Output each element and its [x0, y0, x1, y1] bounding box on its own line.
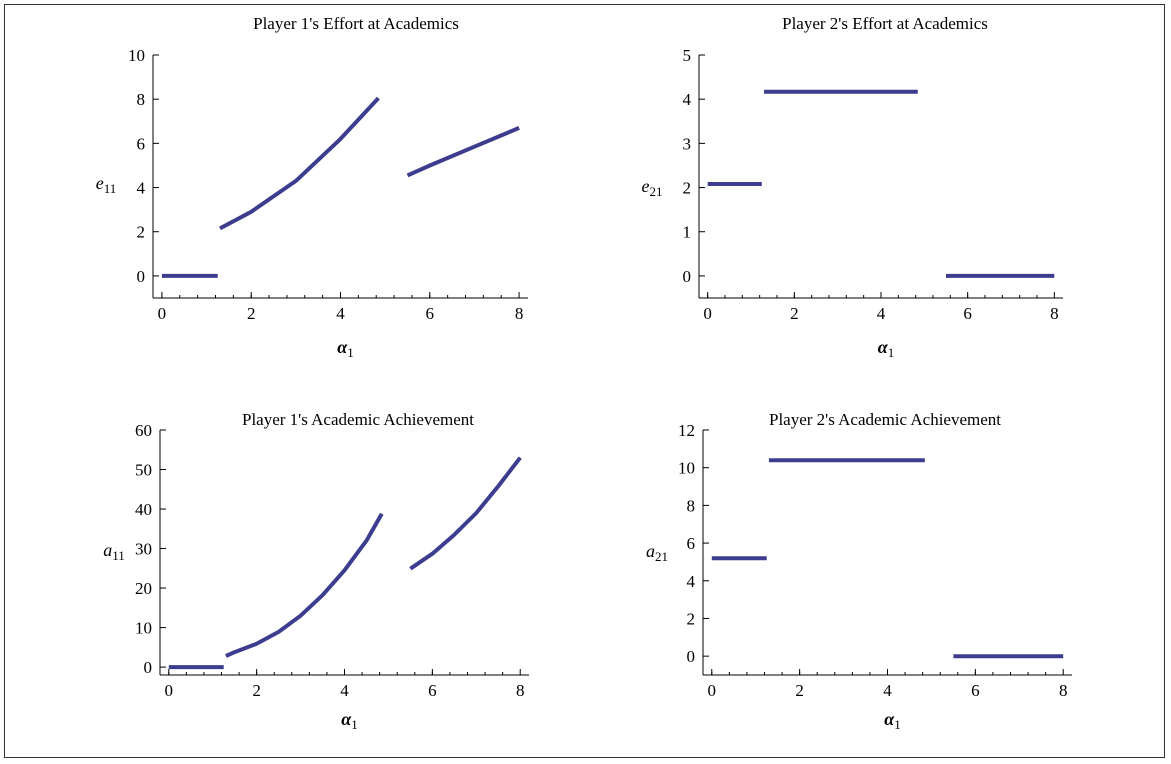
y-tick-label: 3: [683, 134, 692, 153]
series-segment-2: [225, 512, 384, 658]
series-segment-3: [406, 126, 520, 178]
y-tick-label: 60: [135, 421, 152, 440]
x-tick-label: 2: [247, 304, 256, 323]
y-tick-label: 12: [678, 421, 695, 440]
chart-panel-1: Player 1's Effort at Academics 0 2 4 6 8 0 2 4 6 8…: [96, 14, 528, 360]
x-axis-label: α1: [341, 709, 357, 732]
x-tick-label: 0: [158, 304, 167, 323]
x-tick-label: 2: [795, 681, 804, 700]
y-tick-label: 0: [137, 267, 146, 286]
x-tick-label: 6: [426, 304, 435, 323]
x-tick-label: 2: [252, 681, 261, 700]
x-tick-label: 0: [165, 681, 174, 700]
y-tick-label: 0: [144, 658, 153, 677]
x-axis-label: α1: [337, 337, 353, 360]
x-tick-label: 6: [971, 681, 980, 700]
y-tick-label: 6: [687, 534, 696, 553]
x-tick-label: 6: [428, 681, 437, 700]
series-segment-2: [219, 96, 380, 231]
y-tick-label: 50: [135, 461, 152, 480]
x-tick-label: 8: [1059, 681, 1068, 700]
chart-title: Player 1's Academic Achievement: [242, 410, 474, 429]
x-tick-label: 8: [515, 304, 524, 323]
y-tick-label: 2: [683, 179, 692, 198]
y-axis-label: a21: [646, 541, 668, 564]
y-tick-label: 1: [683, 223, 692, 242]
y-axis-label: a11: [103, 540, 125, 563]
chart-panel-4: Player 2's Academic Achievement 0 2 4 6 8 0 2 4 6…: [646, 410, 1072, 732]
y-tick-label: 5: [683, 46, 692, 65]
x-tick-label: 6: [963, 304, 972, 323]
chart-panel-2: Player 2's Effort at Academics 0 2 4 6 8 0 1 2 3 4…: [642, 14, 1063, 360]
figure-frame: [4, 4, 1165, 758]
x-tick-label: 4: [340, 681, 349, 700]
y-axis-label: e11: [96, 173, 117, 196]
x-axis-label: α1: [884, 709, 900, 732]
x-tick-label: 0: [708, 681, 717, 700]
y-tick-label: 4: [683, 90, 692, 109]
y-tick-label: 10: [135, 619, 152, 638]
y-tick-label: 4: [687, 572, 696, 591]
y-tick-label: 20: [135, 579, 152, 598]
y-tick-label: 4: [137, 179, 146, 198]
x-tick-label: 0: [703, 304, 712, 323]
x-tick-label: 4: [877, 304, 886, 323]
chart-panel-3: Player 1's Academic Achievement 0 2 4 6 8 0 10 2…: [103, 410, 529, 732]
y-tick-label: 10: [678, 459, 695, 478]
y-tick-label: 8: [687, 496, 696, 515]
y-axis-label: e21: [642, 176, 663, 199]
y-tick-label: 0: [683, 267, 692, 286]
x-tick-label: 8: [1050, 304, 1059, 323]
y-tick-label: 0: [687, 647, 696, 666]
chart-title: Player 1's Effort at Academics: [253, 14, 459, 33]
chart-title: Player 2's Academic Achievement: [769, 410, 1001, 429]
series-segment-3: [409, 456, 522, 571]
y-tick-label: 30: [135, 540, 152, 559]
y-tick-label: 2: [137, 223, 146, 242]
x-axis-label: α1: [878, 337, 894, 360]
x-tick-label: 8: [516, 681, 525, 700]
y-tick-label: 2: [687, 609, 696, 628]
y-tick-label: 6: [137, 134, 146, 153]
chart-title: Player 2's Effort at Academics: [782, 14, 988, 33]
x-tick-label: 4: [336, 304, 345, 323]
x-tick-label: 2: [790, 304, 799, 323]
x-tick-label: 4: [883, 681, 892, 700]
y-tick-label: 8: [137, 90, 146, 109]
y-tick-label: 40: [135, 500, 152, 519]
y-tick-label: 10: [128, 46, 145, 65]
